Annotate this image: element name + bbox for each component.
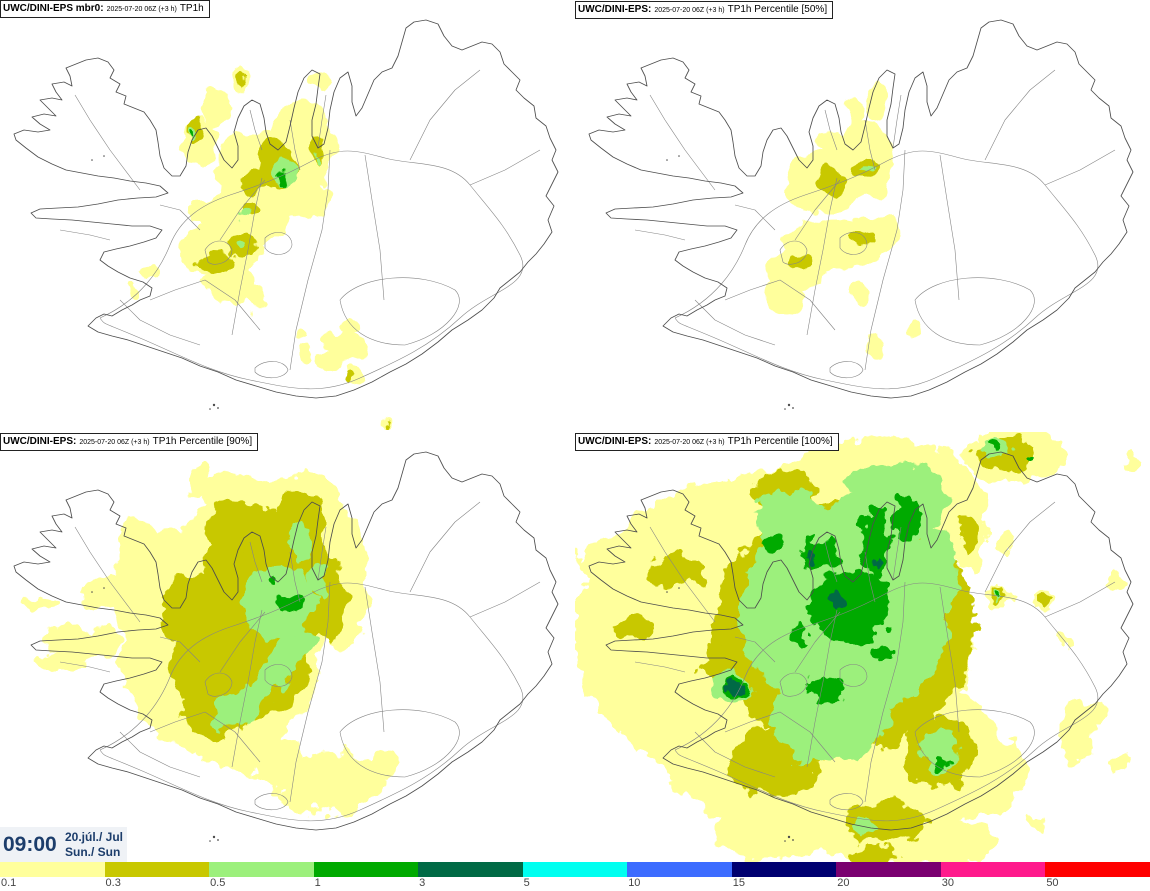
panel-title: UWC/DINI-EPS: 2025-07-20 06Z (+3 h) TP1h…: [575, 1, 834, 19]
valid-time-clock: 09:00: [3, 833, 57, 856]
precip-field: [765, 80, 920, 363]
colorbar-label: 20: [837, 877, 850, 889]
precip-band-01: [129, 68, 389, 427]
precip-band-03: [785, 160, 877, 270]
colorbar-label: 0.3: [105, 877, 121, 889]
colorbar-labels: 0.1 0.3 0.5 1 3 5 10 15 20 30 50: [0, 877, 1150, 891]
valid-time-box: 09:00 20.júl./ Jul Sun./ Sun: [0, 827, 127, 862]
valid-date: 20.júl./ Jul: [65, 830, 124, 844]
panel-title: UWC/DINI-EPS mbr0: 2025-07-20 06Z (+3 h)…: [0, 0, 210, 18]
colorbar-label: 5: [523, 877, 530, 889]
colorbar-segment: [418, 862, 523, 877]
title-field: TP1h Percentile [100%]: [727, 436, 833, 447]
title-model: UWC/DINI-EPS:: [578, 436, 652, 447]
colorbar-segment: [0, 862, 105, 877]
colorbar-segment: [940, 862, 1046, 877]
colorbar-label: 50: [1046, 877, 1059, 889]
colorbar-segment: [627, 862, 732, 877]
map-canvas: [575, 432, 1145, 862]
title-model: UWC/DINI-EPS:: [578, 4, 652, 15]
colorbar-segment: [522, 862, 628, 877]
colorbar-segment: [104, 862, 210, 877]
precip-field: [25, 467, 395, 814]
title-model: UWC/DINI-EPS:: [3, 436, 77, 447]
colorbar-segment: [313, 862, 419, 877]
map-canvas: [13, 19, 559, 427]
panel-percentile-100: UWC/DINI-EPS: 2025-07-20 06Z (+3 h) TP1h…: [575, 432, 1150, 862]
colorbar-label: 30: [941, 877, 955, 889]
colorbar-segment: [836, 862, 941, 877]
colorbar-label: 10: [628, 877, 641, 889]
panel-percentile-50: UWC/DINI-EPS: 2025-07-20 06Z (+3 h) TP1h…: [575, 0, 1150, 430]
title-run: 2025-07-20 06Z (+3 h): [79, 439, 150, 446]
panel-percentile-90: UWC/DINI-EPS: 2025-07-20 06Z (+3 h) TP1h…: [0, 432, 575, 862]
panel-title: UWC/DINI-EPS: 2025-07-20 06Z (+3 h) TP1h…: [575, 433, 839, 451]
colorbar-label: 3: [419, 877, 426, 889]
colorbar-segment: [1045, 862, 1150, 877]
colorbar: [0, 862, 1150, 877]
precip-field: [129, 68, 389, 427]
panel-member-0: UWC/DINI-EPS mbr0: 2025-07-20 06Z (+3 h)…: [0, 0, 575, 430]
map-canvas: [588, 19, 1134, 411]
title-run: 2025-07-20 06Z (+3 h): [654, 7, 725, 14]
iceland-coastline: [588, 19, 1134, 411]
precip-field: [575, 432, 1145, 862]
colorbar-label: 0.1: [1, 877, 17, 889]
panel-title: UWC/DINI-EPS: 2025-07-20 06Z (+3 h) TP1h…: [0, 433, 259, 451]
colorbar-segment: [209, 862, 314, 877]
colorbar-label: 15: [732, 877, 745, 889]
title-run: 2025-07-20 06Z (+3 h): [654, 439, 725, 446]
title-field: TP1h Percentile [90%]: [152, 436, 253, 447]
colorbar-label: 1: [314, 877, 321, 889]
title-run: 2025-07-20 06Z (+3 h): [106, 6, 177, 13]
precip-band-3: [727, 551, 879, 691]
title-field: TP1h: [179, 3, 204, 14]
title-model: UWC/DINI-EPS mbr0:: [3, 3, 104, 14]
map-canvas: [13, 451, 559, 843]
colorbar-segment: [731, 862, 837, 877]
title-field: TP1h Percentile [50%]: [727, 4, 828, 15]
colorbar-label: 0.5: [210, 877, 226, 889]
valid-weekday: Sun./ Sun: [65, 845, 121, 859]
